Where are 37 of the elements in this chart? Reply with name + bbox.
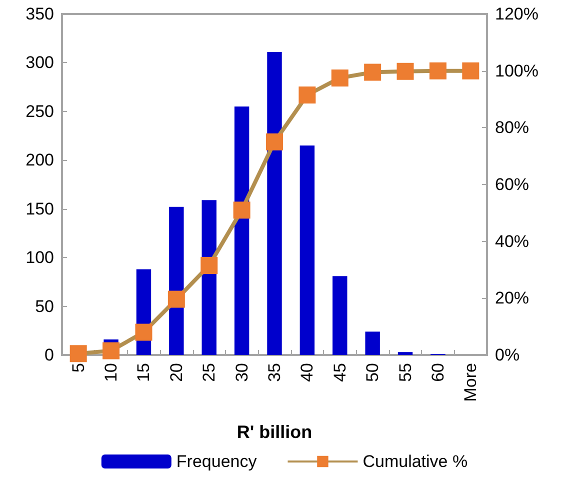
y2-tick-label: 0% bbox=[495, 346, 520, 364]
bar bbox=[332, 276, 348, 355]
y2-tick-label: 20% bbox=[495, 288, 530, 308]
x-tick-label: 50 bbox=[363, 363, 382, 382]
y2-tick-label: 100% bbox=[495, 61, 538, 80]
x-tick-label: 20 bbox=[166, 363, 186, 382]
y-tick-label: 0 bbox=[44, 346, 54, 364]
bar bbox=[398, 352, 413, 355]
x-tick-label: 55 bbox=[396, 363, 415, 382]
bar bbox=[300, 146, 315, 355]
x-tick-label: 10 bbox=[102, 363, 121, 382]
x-axis-title: R' billion bbox=[236, 422, 312, 442]
y2-tick-label: 60% bbox=[495, 175, 530, 194]
x-tick-label: 25 bbox=[200, 363, 219, 382]
y-tick-label: 350 bbox=[26, 4, 54, 24]
y2-tick-label: 80% bbox=[495, 118, 530, 138]
bar bbox=[365, 332, 380, 355]
x-tick-label: More bbox=[461, 363, 480, 402]
y-tick-label: 100 bbox=[26, 248, 54, 268]
legend-label: Frequency bbox=[176, 452, 258, 471]
x-tick-label: 60 bbox=[428, 363, 448, 382]
y-tick-label: 200 bbox=[26, 150, 54, 170]
y-tick-label: 300 bbox=[26, 53, 54, 72]
y-tick-label: 50 bbox=[35, 296, 54, 316]
y2-tick-label: 120% bbox=[495, 4, 538, 24]
x-tick-label: 45 bbox=[330, 363, 350, 382]
bar bbox=[234, 106, 250, 355]
x-tick-label: 5 bbox=[68, 363, 88, 372]
x-tick-label: 15 bbox=[134, 363, 154, 382]
y-tick-label: 250 bbox=[26, 102, 54, 121]
x-tick-label: 35 bbox=[265, 363, 284, 382]
x-tick-label: 40 bbox=[298, 363, 317, 382]
legend-label: Cumulative % bbox=[362, 452, 468, 471]
x-tick-label: 30 bbox=[232, 363, 252, 382]
y2-tick-label: 40% bbox=[495, 232, 530, 251]
y-tick-label: 150 bbox=[26, 199, 54, 218]
bar bbox=[267, 52, 282, 355]
